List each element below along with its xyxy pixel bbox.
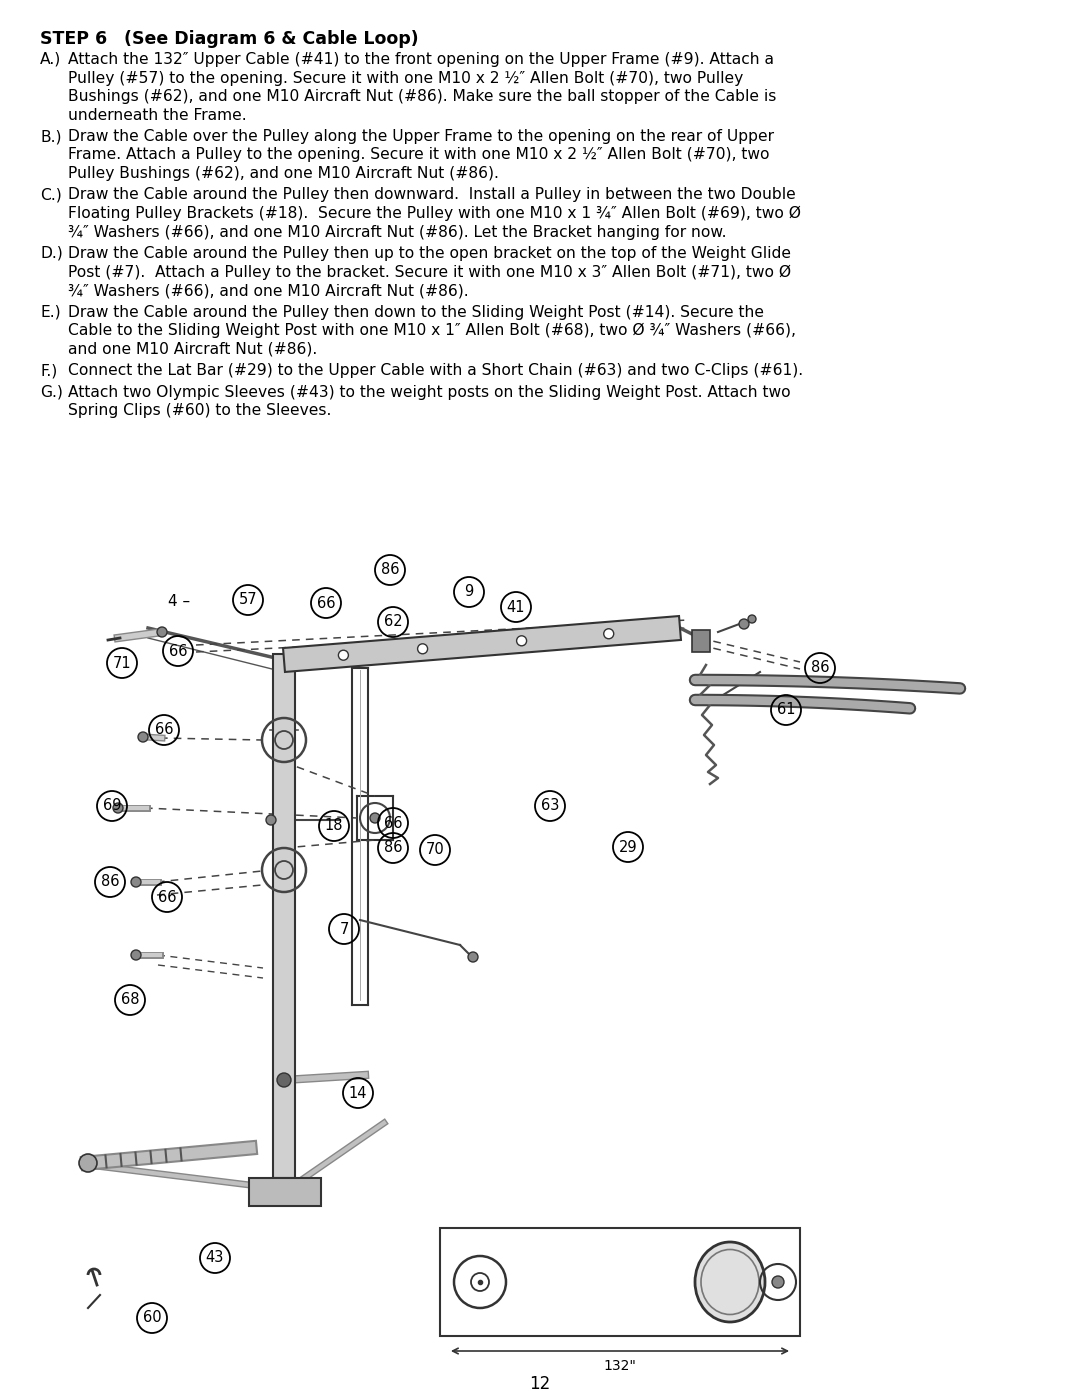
Circle shape	[418, 644, 428, 654]
Circle shape	[748, 615, 756, 623]
Text: Attach two Olympic Sleeves (#43) to the weight posts on the Sliding Weight Post.: Attach two Olympic Sleeves (#43) to the …	[68, 384, 791, 400]
Circle shape	[276, 1073, 291, 1087]
Text: 62: 62	[383, 615, 403, 630]
Text: 68: 68	[121, 992, 139, 1007]
Bar	[249, 1178, 321, 1206]
Text: 14: 14	[349, 1085, 367, 1101]
Text: and one M10 Aircraft Nut (#86).: and one M10 Aircraft Nut (#86).	[68, 341, 318, 356]
Text: 7: 7	[339, 922, 349, 936]
Text: 43: 43	[206, 1250, 225, 1266]
Ellipse shape	[696, 1242, 765, 1322]
Text: 29: 29	[619, 840, 637, 855]
Text: 66: 66	[158, 890, 176, 904]
Text: F.): F.)	[40, 363, 57, 379]
Text: C.): C.)	[40, 187, 62, 203]
Circle shape	[157, 627, 167, 637]
Text: 66: 66	[154, 722, 173, 738]
Text: ¾″ Washers (#66), and one M10 Aircraft Nut (#86).: ¾″ Washers (#66), and one M10 Aircraft N…	[68, 284, 469, 298]
Text: Connect the Lat Bar (#29) to the Upper Cable with a Short Chain (#63) and two C-: Connect the Lat Bar (#29) to the Upper C…	[68, 363, 804, 379]
Text: Pulley (#57) to the opening. Secure it with one M10 x 2 ½″ Allen Bolt (#70), two: Pulley (#57) to the opening. Secure it w…	[68, 70, 743, 85]
Text: 12: 12	[529, 1375, 551, 1393]
Text: 69: 69	[103, 799, 121, 813]
Text: 86: 86	[100, 875, 119, 890]
Circle shape	[468, 951, 478, 963]
Text: 66: 66	[316, 595, 335, 610]
Circle shape	[338, 650, 349, 661]
Text: Floating Pulley Brackets (#18).  Secure the Pulley with one M10 x 1 ¾″ Allen Bol: Floating Pulley Brackets (#18). Secure t…	[68, 205, 801, 221]
Circle shape	[113, 803, 123, 813]
Text: 60: 60	[143, 1310, 161, 1326]
Circle shape	[772, 1275, 784, 1288]
Text: Bushings (#62), and one M10 Aircraft Nut (#86). Make sure the ball stopper of th: Bushings (#62), and one M10 Aircraft Nut…	[68, 89, 777, 103]
Text: 86: 86	[381, 563, 400, 577]
Text: underneath the Frame.: underneath the Frame.	[68, 108, 246, 123]
Text: 86: 86	[811, 661, 829, 676]
Text: Spring Clips (#60) to the Sleeves.: Spring Clips (#60) to the Sleeves.	[68, 402, 332, 418]
Text: 9: 9	[464, 584, 474, 599]
Text: Draw the Cable around the Pulley then down to the Sliding Weight Post (#14). Sec: Draw the Cable around the Pulley then do…	[68, 305, 764, 320]
Text: 4 –: 4 –	[167, 594, 190, 609]
Circle shape	[131, 877, 141, 887]
Text: E.): E.)	[40, 305, 60, 320]
Text: B.): B.)	[40, 129, 62, 144]
Text: Attach the 132″ Upper Cable (#41) to the front opening on the Upper Frame (#9). : Attach the 132″ Upper Cable (#41) to the…	[68, 52, 774, 67]
Text: 70: 70	[426, 842, 444, 858]
Text: 63: 63	[541, 799, 559, 813]
Text: D.): D.)	[40, 246, 63, 261]
Bar	[692, 630, 710, 652]
Text: Draw the Cable over the Pulley along the Upper Frame to the opening on the rear : Draw the Cable over the Pulley along the…	[68, 129, 774, 144]
Circle shape	[266, 814, 276, 826]
Text: 66: 66	[383, 816, 402, 830]
Text: 18: 18	[325, 819, 343, 834]
Polygon shape	[283, 616, 681, 672]
Text: Frame. Attach a Pulley to the opening. Secure it with one M10 x 2 ½″ Allen Bolt : Frame. Attach a Pulley to the opening. S…	[68, 148, 769, 162]
Text: A.): A.)	[40, 52, 62, 67]
Circle shape	[739, 619, 750, 629]
Circle shape	[516, 636, 527, 645]
Text: 71: 71	[112, 655, 132, 671]
Text: 61: 61	[777, 703, 795, 718]
Text: 132": 132"	[604, 1359, 636, 1373]
Text: 66: 66	[168, 644, 187, 658]
Text: (See Diagram 6 & Cable Loop): (See Diagram 6 & Cable Loop)	[112, 29, 419, 47]
Text: 57: 57	[239, 592, 257, 608]
Circle shape	[79, 1154, 97, 1172]
Bar	[440, 1228, 800, 1336]
Circle shape	[138, 732, 148, 742]
Text: STEP 6: STEP 6	[40, 29, 107, 47]
Text: Post (#7).  Attach a Pulley to the bracket. Secure it with one M10 x 3″ Allen Bo: Post (#7). Attach a Pulley to the bracke…	[68, 264, 792, 279]
Text: G.): G.)	[40, 384, 63, 400]
Text: Draw the Cable around the Pulley then up to the open bracket on the top of the W: Draw the Cable around the Pulley then up…	[68, 246, 791, 261]
Text: Pulley Bushings (#62), and one M10 Aircraft Nut (#86).: Pulley Bushings (#62), and one M10 Aircr…	[68, 166, 499, 182]
Text: Cable to the Sliding Weight Post with one M10 x 1″ Allen Bolt (#68), two Ø ¾″ Wa: Cable to the Sliding Weight Post with on…	[68, 323, 796, 338]
Text: ¾″ Washers (#66), and one M10 Aircraft Nut (#86). Let the Bracket hanging for no: ¾″ Washers (#66), and one M10 Aircraft N…	[68, 225, 727, 239]
Circle shape	[131, 950, 141, 960]
Circle shape	[604, 629, 613, 638]
Text: 41: 41	[507, 599, 525, 615]
Circle shape	[370, 813, 380, 823]
Text: Draw the Cable around the Pulley then downward.  Install a Pulley in between the: Draw the Cable around the Pulley then do…	[68, 187, 796, 203]
Polygon shape	[273, 654, 295, 1178]
Text: 86: 86	[383, 841, 402, 855]
